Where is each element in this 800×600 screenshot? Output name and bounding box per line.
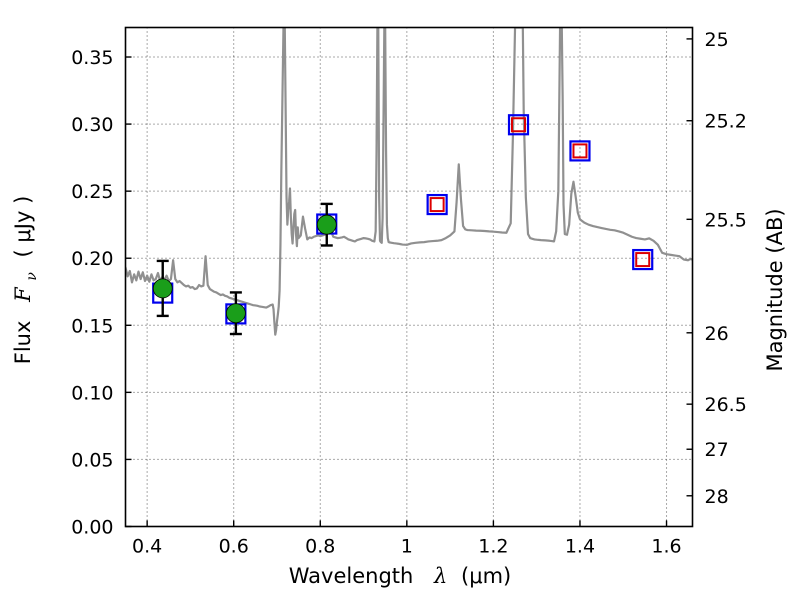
model-photometry-square-red [511,117,527,133]
grid-layer [125,27,693,527]
observed-photometry-point [152,278,173,299]
tick-marks-layer [125,38,693,528]
x-tick-label: 1.2 [478,536,508,558]
x-axis-title: Wavelength λ (μm) [289,564,511,588]
tick-labels-layer: 0.4 0.6 0.8 1 1.2 1.4 1.6 0.00 0.05 0.10 0.15 0.20 0… [71,29,747,558]
x-tick-label: 1.4 [565,536,595,558]
x-axis-title-symbol: λ [433,564,447,588]
y-tick-label-right: 25.2 [705,111,747,133]
y-tick-label-right: 27 [705,439,729,461]
x-tick-label: 0.4 [132,536,162,558]
y-tick-label: 0.05 [71,449,113,471]
y-tick-label: 0.00 [71,517,113,539]
model-photometry-square-blue [507,114,530,136]
x-tick-label: 1.6 [651,536,681,558]
y-axis-title-symbol: F [11,286,35,303]
data-markers-layer [152,114,654,336]
y-tick-label: 0.10 [71,382,113,404]
y-axis-title-subscript: ν [24,272,40,281]
y-tick-label: 0.25 [71,181,113,203]
model-photometry-square-blue [569,140,591,162]
y-axis-title-main: Flux [11,321,35,365]
x-tick-label: 0.6 [219,536,249,558]
y-tick-label-right: 28 [705,486,729,508]
y-tick-label-right: 25.5 [705,209,747,231]
model-photometry-square-red [635,252,651,268]
y-axis-title-unit: ( μJy ) [11,196,35,258]
observed-photometry-point [225,303,246,324]
model-photometry-square-red [429,197,445,213]
y-tick-label-right: 25 [705,29,729,51]
model-photometry-square-blue [632,248,654,271]
y-tick-label-right: 26 [705,323,729,345]
x-tick-label: 1 [401,536,413,558]
observed-photometry-point [316,214,337,235]
axes-frame [124,26,694,528]
y-axis-title-right: Magnitude (AB) [763,208,787,371]
y-tick-label: 0.30 [71,114,113,136]
y-tick-label: 0.35 [71,47,113,69]
x-axis-title-main: Wavelength [289,564,414,588]
model-photometry-square-blue [426,193,448,216]
x-axis-title-unit: (μm) [461,564,511,588]
y-axis-title: Flux F ν ( μJy ) [11,196,41,365]
x-tick-label: 0.8 [305,536,335,558]
spectrum-curve [125,27,693,336]
plot-frame [124,26,694,528]
model-photometry-square-red [572,143,588,159]
spectrum-line [125,27,693,336]
y-tick-label: 0.20 [71,248,113,270]
y-tick-label-right: 26.5 [705,394,747,416]
y-tick-label: 0.15 [71,315,113,337]
